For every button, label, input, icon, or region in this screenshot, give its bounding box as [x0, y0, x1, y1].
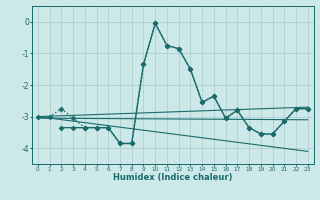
X-axis label: Humidex (Indice chaleur): Humidex (Indice chaleur) — [113, 173, 233, 182]
